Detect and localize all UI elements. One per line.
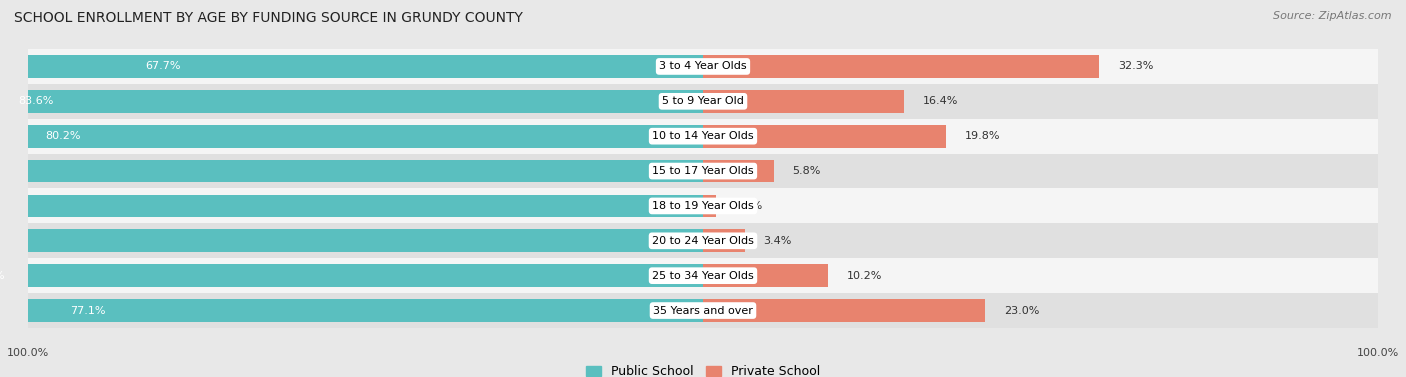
Text: SCHOOL ENROLLMENT BY AGE BY FUNDING SOURCE IN GRUNDY COUNTY: SCHOOL ENROLLMENT BY AGE BY FUNDING SOUR… (14, 11, 523, 25)
FancyBboxPatch shape (28, 188, 1378, 223)
Text: 5.8%: 5.8% (793, 166, 821, 176)
Text: 25 to 34 Year Olds: 25 to 34 Year Olds (652, 271, 754, 281)
Text: 3 to 4 Year Olds: 3 to 4 Year Olds (659, 61, 747, 72)
Bar (703, 195, 717, 217)
Bar (0, 90, 703, 113)
Text: 32.3%: 32.3% (1118, 61, 1153, 72)
Text: 16.4%: 16.4% (922, 96, 957, 106)
FancyBboxPatch shape (28, 119, 1378, 154)
Bar (0, 55, 703, 78)
Text: 80.2%: 80.2% (45, 131, 82, 141)
Text: 100.0%: 100.0% (7, 348, 49, 358)
Bar (703, 90, 904, 113)
Bar (0, 230, 703, 252)
Text: 83.6%: 83.6% (18, 96, 53, 106)
Bar (0, 264, 703, 287)
FancyBboxPatch shape (28, 258, 1378, 293)
Bar (703, 125, 946, 147)
Text: 1.1%: 1.1% (735, 201, 763, 211)
Text: 15 to 17 Year Olds: 15 to 17 Year Olds (652, 166, 754, 176)
Bar (0, 195, 703, 217)
Text: 100.0%: 100.0% (1357, 348, 1399, 358)
Text: 67.7%: 67.7% (145, 61, 181, 72)
Text: 10 to 14 Year Olds: 10 to 14 Year Olds (652, 131, 754, 141)
Text: 5 to 9 Year Old: 5 to 9 Year Old (662, 96, 744, 106)
Bar (703, 264, 828, 287)
Bar (703, 230, 745, 252)
Bar (0, 160, 703, 182)
Text: 89.8%: 89.8% (0, 271, 4, 281)
Text: 18 to 19 Year Olds: 18 to 19 Year Olds (652, 201, 754, 211)
Text: 23.0%: 23.0% (1004, 305, 1039, 316)
Text: 35 Years and over: 35 Years and over (652, 305, 754, 316)
Text: 3.4%: 3.4% (763, 236, 792, 246)
Bar (0, 125, 703, 147)
FancyBboxPatch shape (28, 49, 1378, 84)
Text: 10.2%: 10.2% (846, 271, 882, 281)
Text: 20 to 24 Year Olds: 20 to 24 Year Olds (652, 236, 754, 246)
Text: 19.8%: 19.8% (965, 131, 1000, 141)
FancyBboxPatch shape (28, 223, 1378, 258)
Legend: Public School, Private School: Public School, Private School (581, 360, 825, 377)
FancyBboxPatch shape (28, 84, 1378, 119)
FancyBboxPatch shape (28, 154, 1378, 188)
Text: 77.1%: 77.1% (70, 305, 105, 316)
Bar (703, 55, 1099, 78)
Text: Source: ZipAtlas.com: Source: ZipAtlas.com (1274, 11, 1392, 21)
Bar (703, 299, 986, 322)
Bar (0, 299, 703, 322)
FancyBboxPatch shape (28, 293, 1378, 328)
Bar (703, 160, 775, 182)
